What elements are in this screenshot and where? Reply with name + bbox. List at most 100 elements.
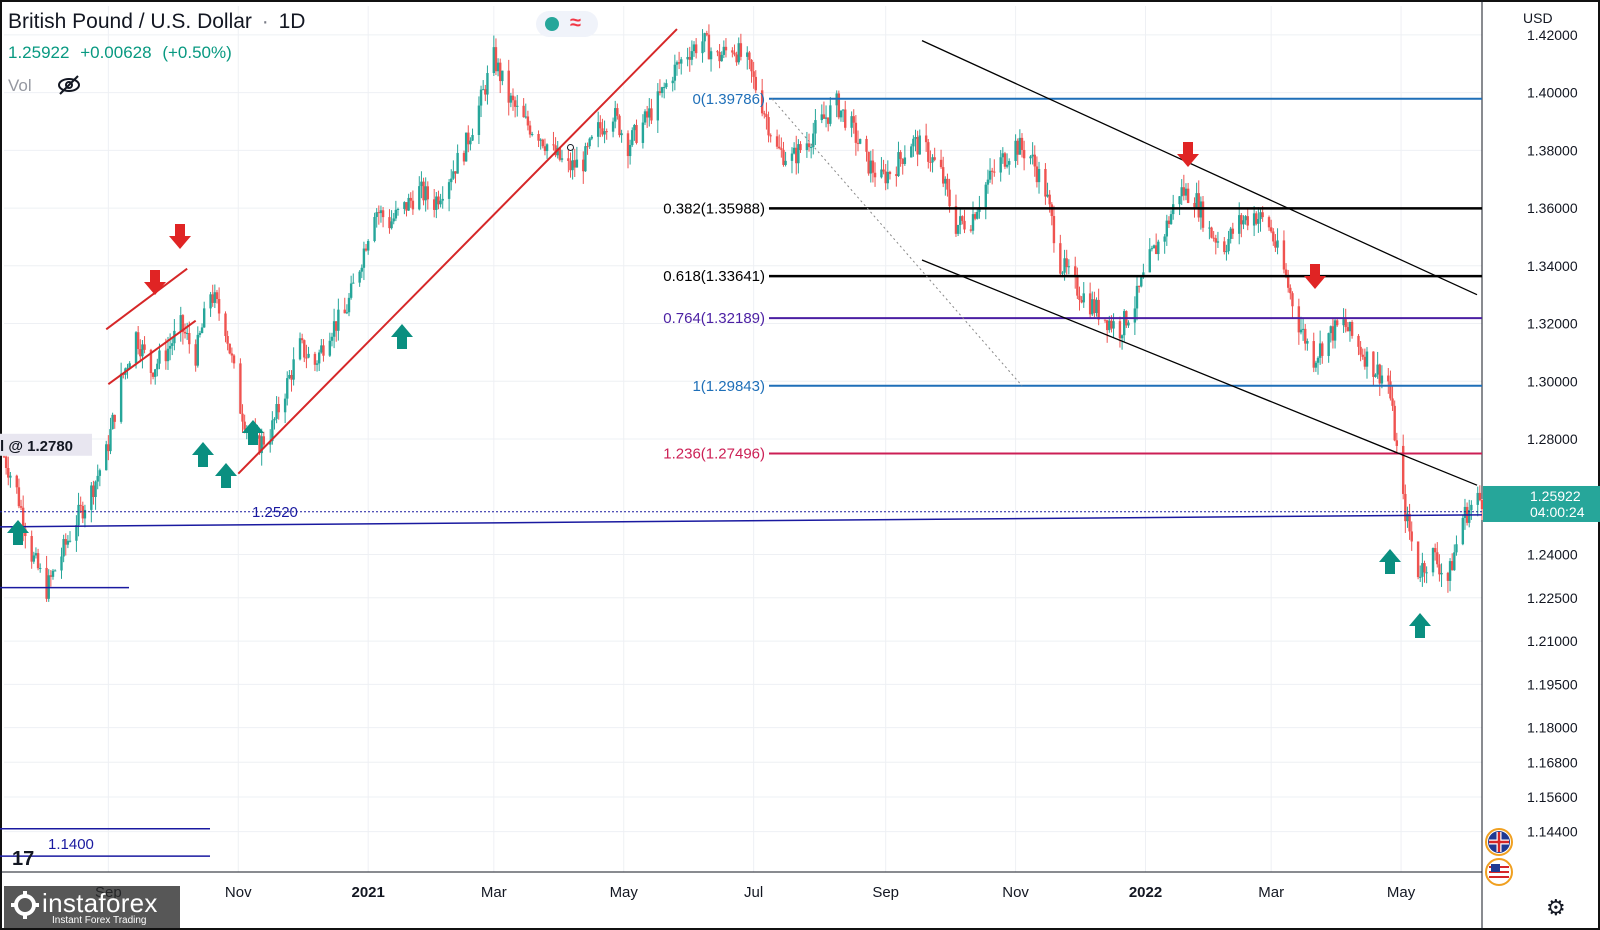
- candle-body: [799, 144, 802, 151]
- candle-body: [388, 217, 391, 229]
- candle-body: [1216, 241, 1220, 243]
- candle-body: [1229, 228, 1232, 239]
- y-tick-label: 1.22500: [1527, 590, 1578, 606]
- volume-indicator-label[interactable]: Vol: [8, 76, 32, 95]
- symbol-header[interactable]: British Pound / U.S. Dollar · 1D: [8, 10, 305, 34]
- candle-body: [1112, 321, 1115, 329]
- candle-body: [569, 160, 572, 171]
- candle-body: [94, 481, 97, 497]
- candle-body: [626, 133, 630, 157]
- candle-body: [1061, 272, 1064, 274]
- uk-flag-icon[interactable]: [1485, 828, 1513, 856]
- candle-body: [390, 221, 393, 229]
- candle-body: [211, 294, 214, 303]
- candle-body: [396, 208, 400, 210]
- candle-body: [1453, 552, 1456, 571]
- candle-body: [269, 441, 272, 445]
- candle-body: [760, 90, 764, 114]
- candle-body: [865, 138, 868, 152]
- candle-body: [373, 217, 376, 242]
- candle-body: [1044, 168, 1047, 197]
- candle-body: [812, 133, 815, 148]
- candle-body: [1225, 251, 1228, 253]
- candle-body: [307, 353, 310, 358]
- price-change: +0.00628: [80, 43, 152, 62]
- candle-body: [614, 108, 617, 122]
- candle-body: [171, 343, 174, 346]
- candle-body: [1269, 227, 1273, 232]
- candle-body: [775, 136, 779, 147]
- candle-body: [262, 436, 266, 445]
- x-tick-label: Jul: [744, 884, 763, 901]
- candle-body: [392, 218, 395, 222]
- candle-body: [1180, 187, 1183, 197]
- candle-body: [873, 172, 877, 178]
- us-flag-icon[interactable]: [1485, 858, 1513, 886]
- trend-line-red: [107, 319, 197, 385]
- candle-body: [1431, 548, 1435, 573]
- hidden-eye-icon[interactable]: [56, 74, 82, 96]
- candle-body: [290, 375, 293, 380]
- currency-label[interactable]: USD: [1523, 10, 1553, 26]
- candle-body: [1014, 140, 1017, 162]
- candle-body: [298, 338, 302, 360]
- candle-body: [1438, 564, 1441, 575]
- candle-body: [844, 109, 847, 128]
- candle-body: [1272, 231, 1275, 242]
- y-tick-label: 1.34000: [1527, 258, 1578, 274]
- candle-body: [584, 146, 587, 172]
- candle-body: [1252, 213, 1256, 226]
- candle-body: [496, 62, 500, 72]
- candle-body: [826, 117, 830, 124]
- candle-body: [1274, 241, 1277, 248]
- trend-anchor-point: [566, 143, 574, 151]
- candle-body: [154, 369, 157, 377]
- candle-body: [716, 51, 719, 53]
- y-tick-label: 1.30000: [1527, 373, 1578, 389]
- candle-body: [1357, 335, 1360, 347]
- candle-body: [464, 132, 468, 162]
- candle-body: [984, 184, 987, 208]
- candle-body: [703, 33, 706, 42]
- candle-body: [1331, 326, 1335, 341]
- candle-body: [641, 122, 645, 143]
- candle-body: [1103, 319, 1107, 321]
- candle-body: [541, 139, 545, 147]
- interval-label[interactable]: 1D: [278, 10, 306, 33]
- candle-body: [1120, 335, 1124, 339]
- candle-body: [1163, 236, 1166, 242]
- tradingview-logo[interactable]: 17: [12, 848, 35, 870]
- symbol-name[interactable]: British Pound / U.S. Dollar: [8, 10, 252, 33]
- candle-body: [447, 182, 451, 199]
- trend-line-red: [105, 267, 188, 331]
- candle-body: [763, 113, 766, 115]
- candle-body: [424, 186, 427, 201]
- x-tick-label: Mar: [481, 884, 507, 901]
- candle-body: [1374, 374, 1377, 377]
- candle-body: [1167, 220, 1171, 225]
- candle-body: [822, 114, 826, 119]
- candle-body: [924, 135, 928, 143]
- market-status-pill[interactable]: ≈: [536, 11, 598, 37]
- candle-body: [1380, 375, 1384, 384]
- candle-body: [903, 157, 907, 164]
- candle-body: [224, 313, 227, 337]
- candle-body: [575, 159, 579, 168]
- candle-body: [1276, 240, 1279, 248]
- candle-body: [1314, 362, 1318, 368]
- candle-body: [499, 62, 502, 82]
- candle-body: [1335, 320, 1339, 326]
- candle-body: [422, 181, 425, 201]
- candle-body: [628, 144, 632, 157]
- candle-body: [1067, 266, 1071, 268]
- candle-body: [456, 152, 459, 174]
- candle-body: [77, 504, 80, 526]
- settings-gear-icon[interactable]: ⚙: [1546, 895, 1566, 920]
- candle-body: [1031, 154, 1034, 157]
- candle-body: [754, 76, 757, 91]
- candle-body: [183, 331, 187, 334]
- candle-body: [481, 89, 485, 91]
- candle-body: [839, 110, 843, 118]
- candle-body: [959, 216, 962, 225]
